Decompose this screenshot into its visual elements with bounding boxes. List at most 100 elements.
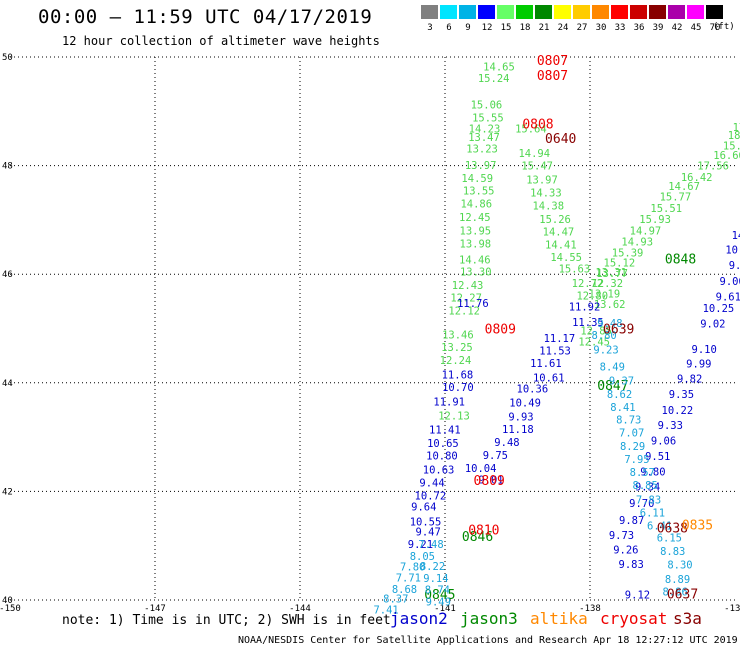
wave-height-label: 8.83 bbox=[660, 546, 685, 558]
wave-height-label: 11.61 bbox=[530, 358, 562, 370]
x-tick-label: -135 bbox=[724, 604, 740, 614]
wave-height-label: 15.93 bbox=[639, 214, 671, 226]
scale-swatch bbox=[668, 5, 685, 19]
wave-height-label: 9.21 bbox=[408, 539, 433, 551]
wave-height-label: 11.92 bbox=[569, 302, 601, 314]
wave-height-label: 12.27 bbox=[450, 292, 482, 304]
scale-level-label: 24 bbox=[557, 23, 569, 33]
scale-level-label: 36 bbox=[633, 23, 645, 33]
wave-height-label: 9.01 bbox=[478, 474, 503, 486]
scale-swatch bbox=[706, 5, 723, 19]
scale-swatch bbox=[459, 5, 476, 19]
wave-height-label: 13.19 bbox=[589, 289, 621, 301]
pass-time-label: 0846 bbox=[462, 530, 493, 545]
wave-height-label: 14.33 bbox=[530, 188, 562, 200]
wave-height-label: 12.13 bbox=[438, 411, 470, 423]
wave-height-label: 11.76 bbox=[457, 298, 489, 310]
y-tick-label: 48 bbox=[2, 162, 13, 172]
wave-height-label: 13.98 bbox=[460, 239, 492, 251]
wave-height-label: 10.63 bbox=[423, 464, 455, 476]
wave-height-label: 8.37 bbox=[383, 594, 408, 606]
wave-height-label: 9.80 bbox=[640, 467, 665, 479]
x-tick-label: -141 bbox=[434, 604, 456, 614]
scale-level-label: 30 bbox=[595, 23, 607, 33]
wave-height-label: 14.59 bbox=[461, 173, 493, 185]
wave-height-label: 8.41 bbox=[610, 402, 635, 414]
wave-height-label: 9.06 bbox=[651, 436, 676, 448]
wave-height-label: 11.68 bbox=[442, 369, 474, 381]
footer-credit: NOAA/NESDIS Center for Satellite Applica… bbox=[238, 635, 738, 646]
wave-height-label: 8.80 bbox=[591, 330, 616, 342]
wave-height-label: 9.10 bbox=[692, 344, 717, 356]
y-tick-label: 46 bbox=[2, 270, 13, 280]
x-tick-label: -144 bbox=[289, 604, 311, 614]
y-tick-label: 44 bbox=[2, 379, 13, 389]
scale-level-label: 15 bbox=[500, 23, 512, 33]
wave-height-label: 13.25 bbox=[441, 342, 473, 354]
wave-height-label: 8.62 bbox=[607, 389, 632, 401]
scale-level-label: 42 bbox=[671, 23, 683, 33]
scale-swatch bbox=[611, 5, 628, 19]
wave-height-label: 8.49 bbox=[600, 361, 625, 373]
scale-level-label: 39 bbox=[652, 23, 664, 33]
wave-height-label: 7.48 bbox=[418, 539, 443, 551]
wave-height-label: 15.39 bbox=[612, 247, 644, 259]
y-tick-label: 42 bbox=[2, 487, 13, 497]
wave-height-label: 12.32 bbox=[591, 278, 623, 290]
scale-swatch bbox=[649, 5, 666, 19]
wave-height-label: 9.82 bbox=[677, 373, 702, 385]
pass-time-label: 0847 bbox=[597, 379, 628, 394]
scale-swatch bbox=[516, 5, 533, 19]
wave-height-label: 10. bbox=[725, 245, 740, 257]
wave-height-label: 14.65 bbox=[483, 62, 515, 74]
wave-height-label: 9.4 bbox=[729, 260, 740, 272]
pass-time-label: 0807 bbox=[537, 69, 568, 84]
scale-swatch bbox=[573, 5, 590, 19]
wave-height-label: 15.24 bbox=[478, 73, 510, 85]
footer-note: note: 1) Time is in UTC; 2) SWH is in fe… bbox=[62, 613, 391, 628]
scale-swatch bbox=[478, 5, 495, 19]
wave-height-label: 8.05 bbox=[410, 551, 435, 563]
scale-swatch bbox=[421, 5, 438, 19]
scale-swatch bbox=[630, 5, 647, 19]
wave-height-label: 7.95 bbox=[624, 454, 649, 466]
satellite-label-jason3: jason3 bbox=[460, 609, 518, 628]
wave-height-label: 11.41 bbox=[429, 424, 461, 436]
wave-height-label: 8.30 bbox=[667, 560, 692, 572]
wave-height-label: 14.47 bbox=[543, 227, 575, 239]
wave-height-label: 10.70 bbox=[442, 382, 474, 394]
wave-height-label: 12.43 bbox=[452, 280, 484, 292]
wave-height-label: 11.17 bbox=[544, 333, 576, 345]
wave-height-label: 10.49 bbox=[509, 398, 541, 410]
scale-level-label: 33 bbox=[614, 23, 626, 33]
wave-height-label: 14.97 bbox=[630, 226, 662, 238]
chart-title: 00:00 – 11:59 UTC 04/17/2019 bbox=[38, 6, 373, 28]
pass-time-label: 0638 bbox=[657, 522, 688, 537]
wave-height-label: 14.46 bbox=[459, 254, 491, 266]
wave-height-label: 9.51 bbox=[645, 451, 670, 463]
wave-height-label: 17 bbox=[733, 122, 740, 134]
scale-unit: (ft) bbox=[713, 22, 735, 32]
wave-height-label: 8.86 bbox=[663, 587, 688, 599]
wave-height-label: 10.04 bbox=[465, 463, 497, 475]
wave-height-label: 14.38 bbox=[532, 201, 564, 213]
wave-height-label: 13.97 bbox=[526, 175, 558, 187]
wave-height-label: 15.26 bbox=[539, 214, 571, 226]
pass-time-label: 0809 bbox=[485, 322, 516, 337]
scale-level-label: 3 bbox=[427, 23, 433, 33]
wave-height-label: 8.22 bbox=[420, 561, 445, 573]
scale-level-label: 18 bbox=[519, 23, 531, 33]
pass-time-label: 0808 bbox=[522, 118, 553, 133]
wave-height-label: 9.35 bbox=[669, 389, 694, 401]
wave-height-label: 14.55 bbox=[550, 252, 582, 264]
wave-height-label: 9.73 bbox=[609, 530, 634, 542]
wave-height-label: 9.61 bbox=[716, 291, 740, 303]
wave-height-label: 14.23 bbox=[469, 123, 501, 135]
wave-height-label: 13.62 bbox=[594, 299, 626, 311]
wave-height-label: 11.53 bbox=[539, 346, 571, 358]
wave-height-label: 9.12 bbox=[625, 589, 650, 601]
wave-height-label: 7.71 bbox=[396, 573, 421, 585]
wave-height-label: 8.29 bbox=[620, 441, 645, 453]
pass-time-label: 0848 bbox=[665, 252, 696, 267]
wave-height-label: 17.56 bbox=[697, 160, 729, 172]
